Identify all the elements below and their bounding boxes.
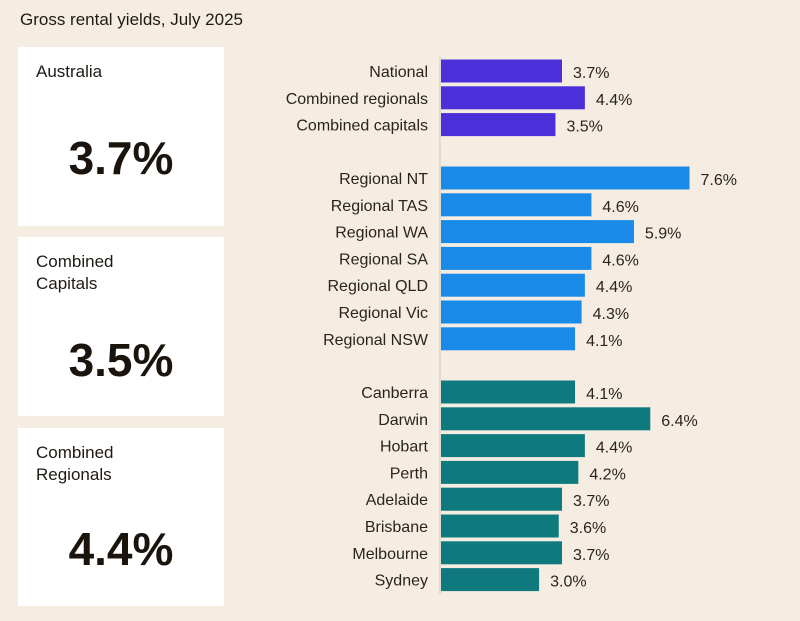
bar <box>441 220 634 244</box>
card-label: Australia <box>36 62 103 81</box>
bar <box>441 407 651 431</box>
category-label: Hobart <box>380 439 429 456</box>
data-label: 5.9% <box>645 226 681 243</box>
bar <box>441 300 582 324</box>
data-label: 4.6% <box>602 252 638 269</box>
data-label: 4.4% <box>596 440 632 457</box>
category-label: Regional TAS <box>331 198 428 215</box>
bar <box>441 460 579 484</box>
data-label: 4.6% <box>602 199 638 216</box>
bar <box>441 434 585 458</box>
category-label: National <box>369 64 428 81</box>
data-label: 3.5% <box>566 119 602 136</box>
category-label: Perth <box>390 465 428 482</box>
category-label: Darwin <box>378 412 428 429</box>
bar <box>441 86 585 110</box>
data-label: 4.4% <box>596 92 632 109</box>
category-label: Regional SA <box>339 251 428 268</box>
data-label: 4.3% <box>593 306 629 323</box>
category-label: Combined regionals <box>286 91 428 108</box>
bar <box>441 273 585 297</box>
category-label: Sydney <box>375 573 428 590</box>
category-label: Combined capitals <box>296 118 428 135</box>
data-label: 3.7% <box>573 547 609 564</box>
bar <box>441 193 592 217</box>
bar <box>441 541 562 565</box>
data-label: 3.7% <box>573 493 609 510</box>
data-label: 7.6% <box>701 172 737 189</box>
data-label: 4.1% <box>586 386 622 403</box>
card-value: 3.7% <box>68 132 174 184</box>
data-label: 4.1% <box>586 333 622 350</box>
category-label: Adelaide <box>366 492 428 509</box>
bar <box>441 166 690 190</box>
data-label: 4.4% <box>596 279 632 296</box>
card-label: Combined Regionals <box>36 443 114 484</box>
category-label: Regional NT <box>339 171 428 188</box>
bar <box>441 113 556 137</box>
data-label: 3.0% <box>550 574 586 591</box>
card-value: 3.5% <box>68 334 174 386</box>
card-australia: Australia 3.7% <box>18 47 224 226</box>
bar <box>441 487 562 511</box>
category-label: Canberra <box>361 385 428 402</box>
category-label: Melbourne <box>352 546 428 563</box>
chart-title: Gross rental yields, July 2025 <box>20 10 243 29</box>
bar <box>441 327 576 351</box>
bar <box>441 380 576 404</box>
bar <box>441 59 562 83</box>
card-combined-regionals: Combined Regionals 4.4% <box>18 428 224 606</box>
category-label: Brisbane <box>365 519 428 536</box>
bar <box>441 568 540 592</box>
data-label: 6.4% <box>661 413 697 430</box>
card-combined-capitals: Combined Capitals 3.5% <box>18 237 224 416</box>
category-label: Regional NSW <box>323 332 429 349</box>
category-label: Regional WA <box>335 225 428 242</box>
bar <box>441 246 592 270</box>
data-label: 4.2% <box>589 466 625 483</box>
bar <box>441 514 559 538</box>
data-label: 3.7% <box>573 65 609 82</box>
card-label: Combined Capitals <box>36 252 114 293</box>
data-label: 3.6% <box>570 520 606 537</box>
card-value: 4.4% <box>68 523 174 575</box>
category-label: Regional QLD <box>328 278 429 295</box>
category-label: Regional Vic <box>338 305 428 322</box>
